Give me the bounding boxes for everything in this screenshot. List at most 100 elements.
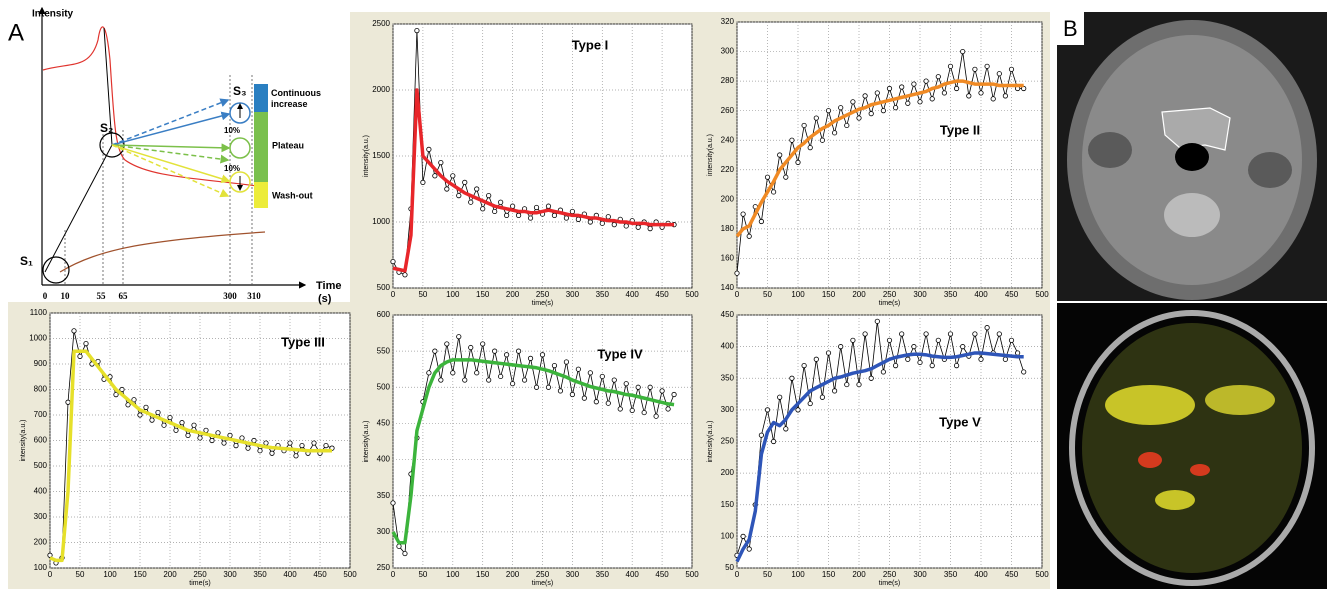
y-axis-label: intensity(a.u.) [363, 135, 370, 177]
x-tick-label: 0 [48, 570, 53, 579]
x-tick-label: 450 [1005, 290, 1019, 299]
y-tick-label: 500 [34, 461, 48, 470]
data-point [759, 219, 763, 223]
data-point [826, 351, 830, 355]
y-tick-label: 450 [721, 310, 735, 319]
x-tick-label: 250 [536, 570, 550, 579]
x-tick-label: 0 [391, 570, 396, 579]
y-tick-label: 220 [721, 165, 735, 174]
data-point [576, 367, 580, 371]
data-point [439, 160, 443, 164]
data-point [475, 187, 479, 191]
y-tick-label: 200 [721, 468, 735, 477]
data-point [180, 420, 184, 424]
percent-label: 10% [224, 126, 240, 135]
x-tick-label: 150 [476, 290, 490, 299]
washout-bar [254, 182, 268, 208]
y-tick-label: 260 [721, 106, 735, 115]
y-tick-label: 350 [721, 373, 735, 382]
data-point [463, 378, 467, 382]
data-point [570, 209, 574, 213]
data-point [912, 82, 916, 86]
y-tick-label: 300 [34, 512, 48, 521]
x-tick-label: 0 [735, 570, 740, 579]
y-tick-label: 100 [721, 531, 735, 540]
data-point [522, 378, 526, 382]
y-tick-label: 100 [34, 563, 48, 572]
data-point [433, 349, 437, 353]
data-point [150, 418, 154, 422]
data-point [534, 385, 538, 389]
data-point [445, 342, 449, 346]
data-point [546, 204, 550, 208]
data-point [863, 94, 867, 98]
data-point [851, 338, 855, 342]
data-point [784, 427, 788, 431]
data-point [624, 224, 628, 228]
y-tick-label: 160 [721, 254, 735, 263]
x-tick-label: 0 [391, 290, 396, 299]
data-point [498, 374, 502, 378]
data-point [973, 67, 977, 71]
data-point [857, 116, 861, 120]
data-point [881, 108, 885, 112]
data-point [492, 209, 496, 213]
data-point [893, 363, 897, 367]
data-point [204, 428, 208, 432]
map-tissue [1082, 323, 1302, 573]
data-point [469, 200, 473, 204]
data-point [961, 49, 965, 53]
map-region [1205, 385, 1275, 415]
data-point [636, 225, 640, 229]
x-tick-label: 400 [974, 290, 988, 299]
line-chart: 2503003504004505005506000501001502002503… [363, 310, 699, 587]
data-point [875, 91, 879, 95]
x-tick-label: 300 [223, 291, 237, 301]
data-point [510, 204, 514, 208]
map-region [1138, 452, 1162, 468]
data-point [510, 381, 514, 385]
data-point [186, 433, 190, 437]
data-point [771, 190, 775, 194]
data-point [258, 449, 262, 453]
y-tick-label: 320 [721, 17, 735, 26]
data-point [948, 64, 952, 68]
data-point [796, 160, 800, 164]
data-point [421, 180, 425, 184]
x-tick-label: 150 [133, 570, 147, 579]
data-point [582, 396, 586, 400]
data-point [84, 341, 88, 345]
data-point [600, 374, 604, 378]
increase-bar [254, 84, 268, 112]
x-tick-label: 450 [1005, 570, 1019, 579]
x-tick-label: 350 [944, 290, 958, 299]
data-point [906, 101, 910, 105]
data-point [765, 175, 769, 179]
data-point [648, 226, 652, 230]
data-point [540, 353, 544, 357]
data-point [1003, 357, 1007, 361]
x-tick-label: 450 [655, 570, 669, 579]
x-tick-label: 65 [119, 291, 129, 301]
data-point [887, 338, 891, 342]
x-tick-label: 350 [596, 290, 610, 299]
data-point [240, 436, 244, 440]
data-point [820, 395, 824, 399]
data-point [985, 64, 989, 68]
y-tick-label: 180 [721, 224, 735, 233]
data-point [300, 443, 304, 447]
data-point [759, 433, 763, 437]
y-tick-label: 250 [377, 563, 391, 572]
data-point [954, 363, 958, 367]
data-point [270, 451, 274, 455]
panel-label: A [8, 19, 24, 46]
x-tick-label: 350 [944, 570, 958, 579]
y-tick-label: 400 [34, 487, 48, 496]
data-point [504, 213, 508, 217]
data-point [234, 443, 238, 447]
map-region [1190, 464, 1210, 476]
chart-title: Type III [281, 334, 325, 349]
data-point [516, 213, 520, 217]
x-tick-label: 250 [536, 290, 550, 299]
x-axis-label: time(s) [532, 300, 553, 307]
